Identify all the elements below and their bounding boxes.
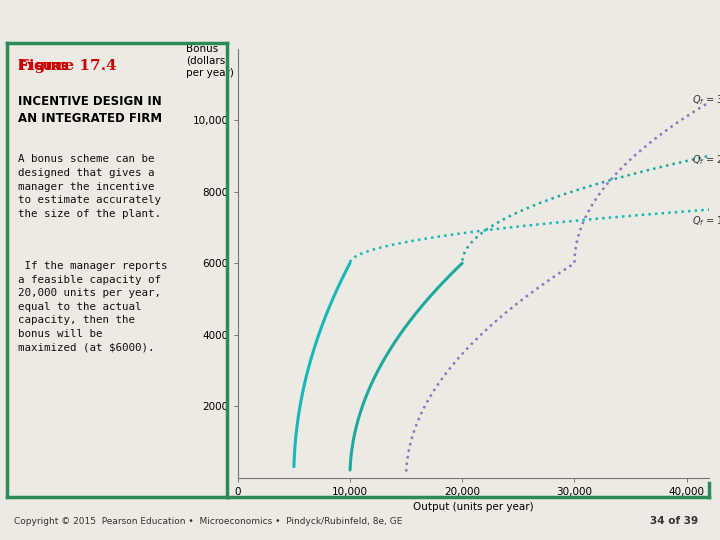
Text: INCENTIVE DESIGN IN
AN INTEGRATED FIRM: INCENTIVE DESIGN IN AN INTEGRATED FIRM: [18, 96, 162, 125]
X-axis label: Output (units per year): Output (units per year): [413, 503, 534, 512]
Text: 34 of 39: 34 of 39: [650, 516, 698, 526]
Text: A bonus scheme can be
designed that gives a
manager the incentive
to estimate ac: A bonus scheme can be designed that give…: [18, 154, 161, 219]
Text: Copyright © 2015  Pearson Education •  Microeconomics •  Pindyck/Rubinfeld, 8e, : Copyright © 2015 Pearson Education • Mic…: [14, 517, 402, 526]
Text: $Q_f$ = 20,000: $Q_f$ = 20,000: [693, 153, 720, 166]
Text: Bonus
(dollars
per year): Bonus (dollars per year): [186, 44, 233, 78]
Text: Figure 17.4: Figure 17.4: [18, 59, 117, 73]
Text: Fɪɢᴜʀᴇ: Fɪɢᴜʀᴇ: [18, 59, 69, 73]
Text: $Q_f$ = 10,000: $Q_f$ = 10,000: [693, 214, 720, 228]
Text: If the manager reports
a feasible capacity of
20,000 units per year,
equal to th: If the manager reports a feasible capaci…: [18, 261, 168, 353]
Text: $Q_f$ = 30,000: $Q_f$ = 30,000: [693, 93, 720, 107]
